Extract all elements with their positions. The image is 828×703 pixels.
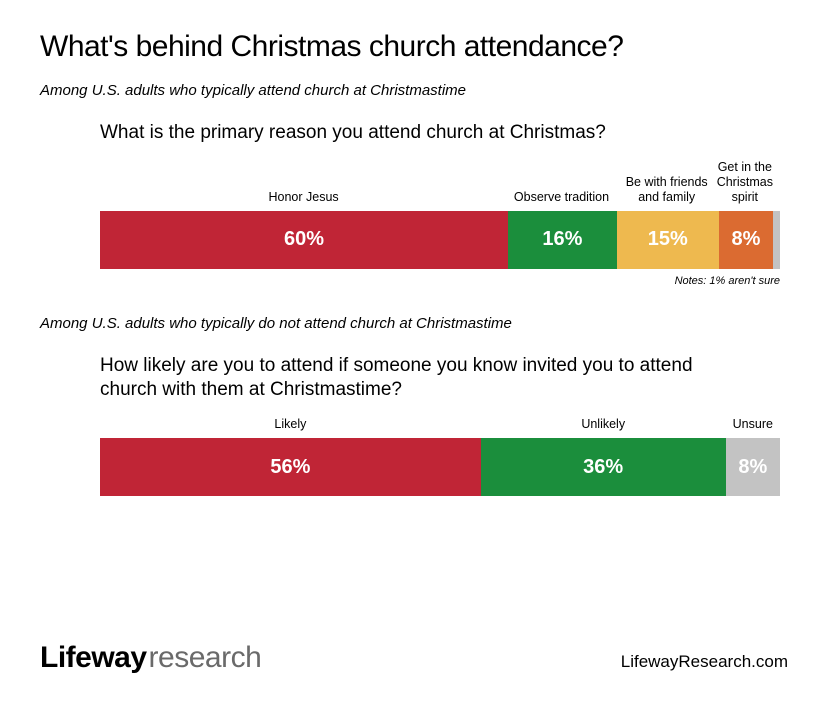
chart1-note: Notes: 1% aren't sure bbox=[100, 275, 780, 287]
main-title: What's behind Christmas church attendanc… bbox=[40, 30, 788, 64]
segment-label: Honor Jesus bbox=[100, 160, 507, 205]
segment-label bbox=[772, 160, 780, 205]
bar-segment: 60% bbox=[100, 211, 508, 269]
chart2-question: How likely are you to attend if someone … bbox=[100, 354, 740, 403]
chart2-labels: LikelyUnlikelyUnsure bbox=[100, 417, 780, 432]
chart1-question: What is the primary reason you attend ch… bbox=[100, 121, 740, 146]
logo-light: research bbox=[149, 641, 262, 674]
chart2-subtitle: Among U.S. adults who typically do not a… bbox=[40, 315, 788, 332]
footer: Lifewayresearch LifewayResearch.com bbox=[40, 641, 788, 675]
segment-label: Unlikely bbox=[481, 417, 726, 432]
lifeway-logo: Lifewayresearch bbox=[40, 641, 261, 675]
segment-label: Likely bbox=[100, 417, 481, 432]
bar-segment: 15% bbox=[617, 211, 719, 269]
chart1-subtitle: Among U.S. adults who typically attend c… bbox=[40, 82, 788, 99]
chart1-labels: Honor JesusObserve traditionBe with frie… bbox=[100, 160, 780, 205]
bar-segment: 36% bbox=[481, 438, 726, 496]
chart2-bar-area: LikelyUnlikelyUnsure 56%36%8% bbox=[100, 417, 780, 496]
bar-segment: 8% bbox=[719, 211, 773, 269]
chart2-bar: 56%36%8% bbox=[100, 438, 780, 496]
bar-segment bbox=[773, 211, 780, 269]
logo-bold: Lifeway bbox=[40, 641, 147, 674]
segment-label: Be with friends and family bbox=[616, 160, 718, 205]
footer-url: LifewayResearch.com bbox=[621, 652, 788, 672]
segment-label: Observe tradition bbox=[507, 160, 616, 205]
infographic-canvas: What's behind Christmas church attendanc… bbox=[0, 0, 828, 703]
segment-label: Get in the Christmas spirit bbox=[718, 160, 772, 205]
bar-segment: 56% bbox=[100, 438, 481, 496]
bar-segment: 8% bbox=[726, 438, 780, 496]
bar-segment: 16% bbox=[508, 211, 617, 269]
chart1-bar: 60%16%15%8% bbox=[100, 211, 780, 269]
segment-label: Unsure bbox=[726, 417, 780, 432]
chart1-bar-area: Honor JesusObserve traditionBe with frie… bbox=[100, 160, 780, 287]
